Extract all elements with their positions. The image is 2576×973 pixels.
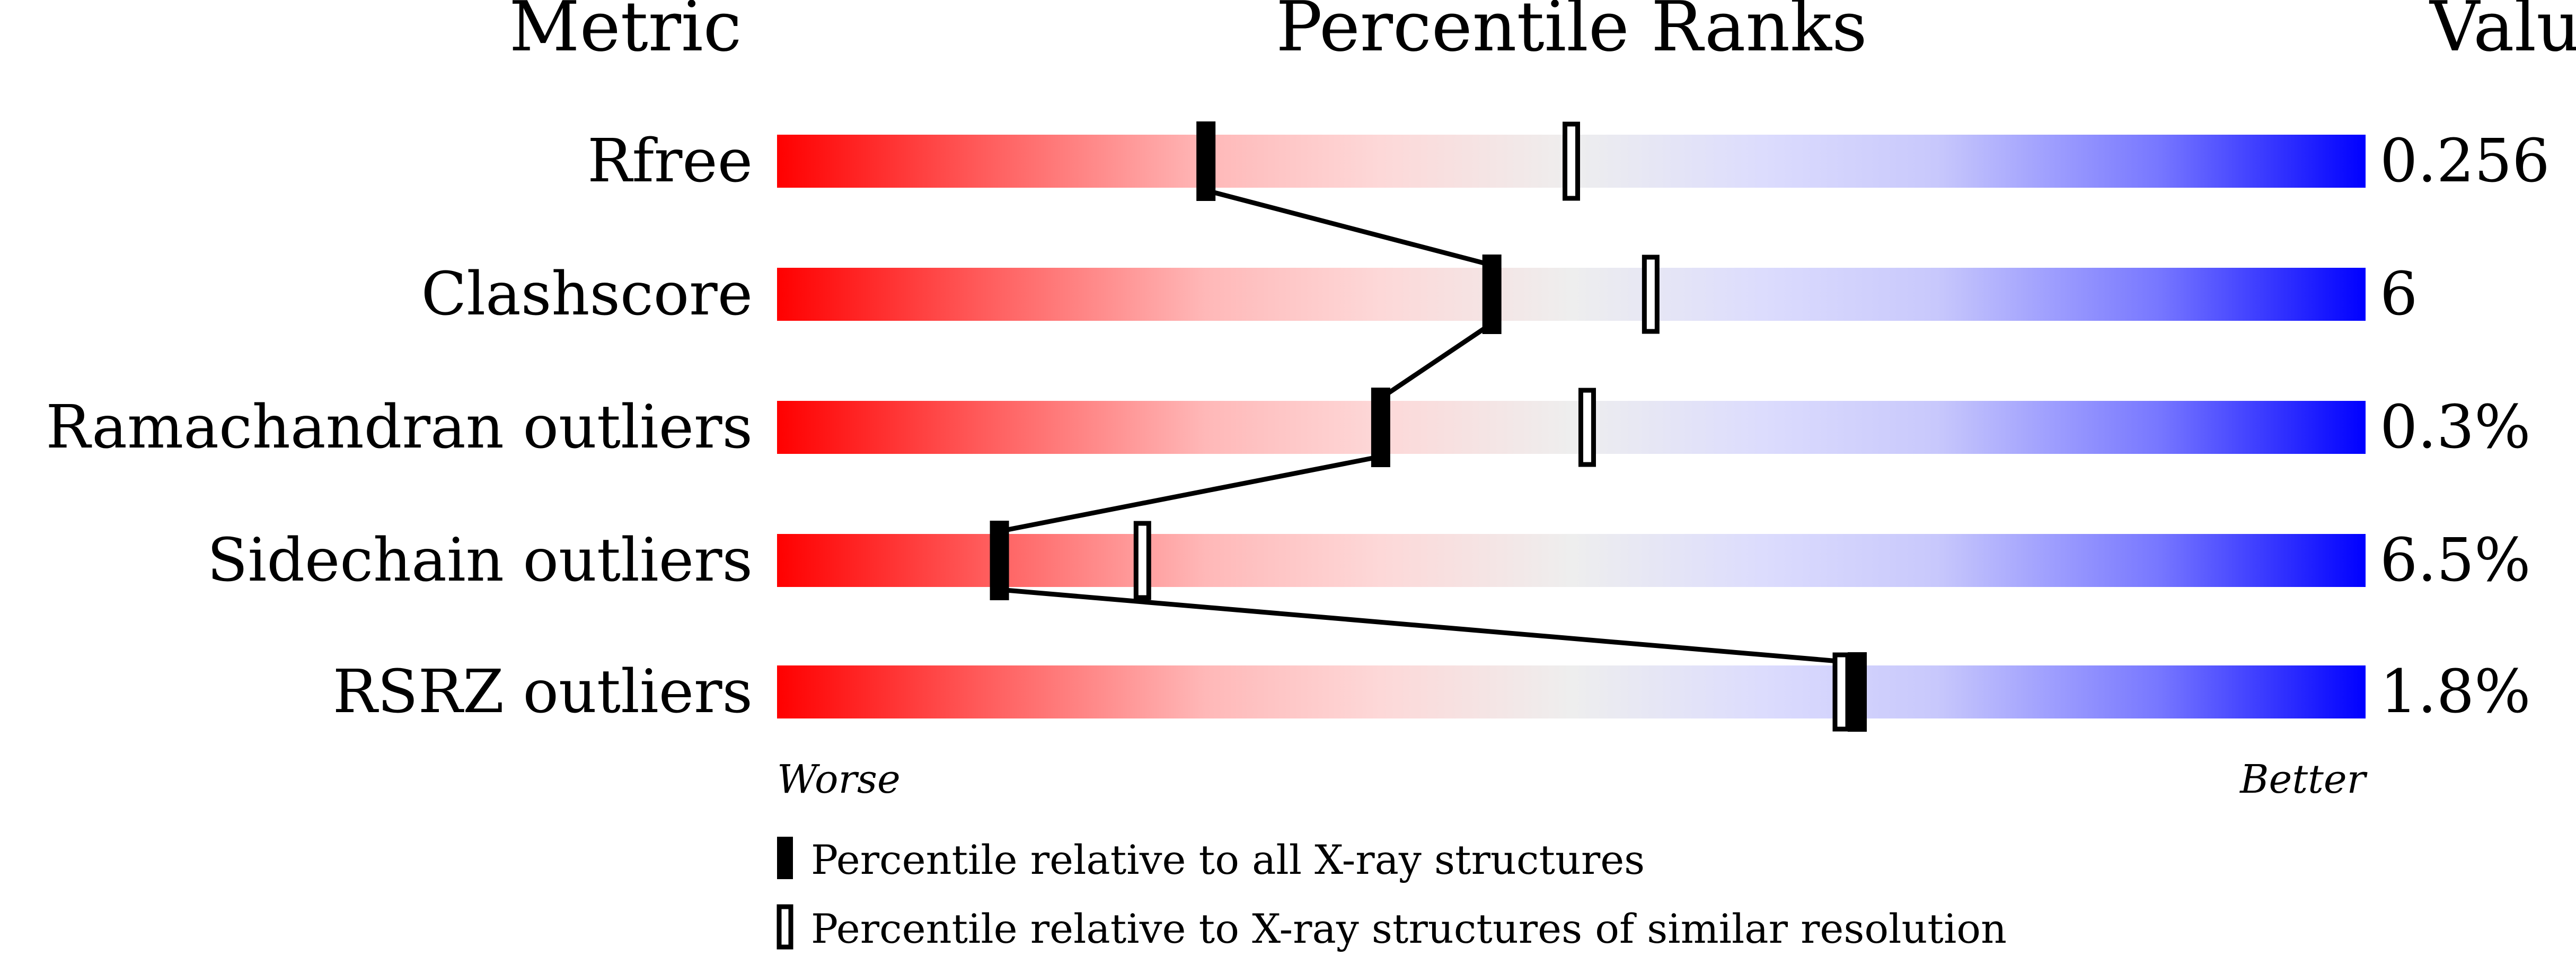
axis-note-worse: Worse	[777, 757, 901, 802]
legend-marker-open	[777, 904, 793, 950]
markers	[990, 121, 1867, 732]
metric-value: 0.256	[2380, 127, 2550, 196]
legend: Percentile relative to all X-ray structu…	[777, 836, 2007, 952]
marker-all-structures	[1482, 255, 1502, 334]
metric-label: Rfree	[587, 127, 753, 196]
marker-similar-resolution	[1133, 521, 1151, 600]
percentile-bar	[777, 665, 2366, 718]
header-percentile-ranks: Percentile Ranks	[1276, 0, 1867, 67]
marker-similar-resolution	[1563, 121, 1580, 201]
axis-note-better: Better	[2239, 757, 2368, 802]
legend-label-similar: Percentile relative to X-ray structures …	[811, 905, 2007, 952]
metric-label: Clashscore	[421, 260, 753, 329]
marker-all-structures	[1371, 388, 1390, 467]
marker-all-structures	[990, 521, 1009, 600]
marker-all-structures	[1196, 121, 1216, 201]
header-metric: Metric	[509, 0, 742, 67]
connector-line	[999, 587, 1858, 665]
percentile-bar	[777, 534, 2366, 587]
metric-label: Ramachandran outliers	[46, 393, 753, 462]
connector-line	[1205, 188, 1493, 268]
legend-marker-filled	[777, 837, 793, 879]
marker-similar-resolution	[1832, 652, 1850, 732]
connector-lines	[999, 188, 1858, 665]
connector-line	[1379, 321, 1494, 400]
percentile-bar	[777, 268, 2366, 321]
metric-value: 6.5%	[2380, 526, 2531, 595]
legend-label-all: Percentile relative to all X-ray structu…	[811, 836, 1645, 883]
marker-similar-resolution	[1642, 255, 1660, 334]
rows: Rfree 0.256 Clashscore 6 Ramachandran outlie…	[46, 121, 2550, 732]
connector-line	[999, 454, 1381, 534]
metric-value: 6	[2380, 260, 2418, 329]
metric-label: RSRZ outliers	[333, 658, 753, 726]
percentile-bar	[777, 401, 2366, 454]
marker-similar-resolution	[1578, 388, 1596, 467]
metric-label: Sidechain outliers	[207, 526, 753, 595]
metric-value: 0.3%	[2380, 393, 2531, 462]
marker-all-structures	[1847, 652, 1867, 732]
header-value: Value	[2429, 0, 2576, 67]
metric-value: 1.8%	[2380, 658, 2531, 726]
